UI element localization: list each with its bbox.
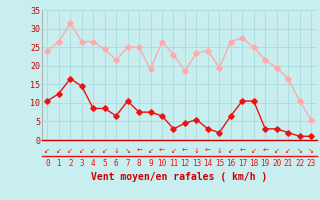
Text: 14: 14 — [203, 160, 212, 168]
Text: ↙: ↙ — [44, 148, 50, 154]
Text: ↙: ↙ — [90, 148, 96, 154]
Text: 17: 17 — [238, 160, 247, 168]
Text: 4: 4 — [91, 160, 95, 168]
Text: 19: 19 — [260, 160, 270, 168]
Text: 18: 18 — [249, 160, 258, 168]
Text: 1: 1 — [57, 160, 61, 168]
Text: 6: 6 — [114, 160, 118, 168]
Text: 13: 13 — [192, 160, 201, 168]
Text: 2: 2 — [68, 160, 73, 168]
Text: ↙: ↙ — [171, 148, 176, 154]
Text: ↙: ↙ — [56, 148, 62, 154]
Text: ↘: ↘ — [308, 148, 314, 154]
Text: ←: ← — [136, 148, 142, 154]
Text: 15: 15 — [215, 160, 224, 168]
Text: ↓: ↓ — [194, 148, 199, 154]
Text: ↓: ↓ — [216, 148, 222, 154]
Text: 0: 0 — [45, 160, 50, 168]
Text: ←: ← — [159, 148, 165, 154]
Text: 21: 21 — [284, 160, 293, 168]
Text: 20: 20 — [272, 160, 281, 168]
Text: 9: 9 — [148, 160, 153, 168]
Text: 16: 16 — [226, 160, 236, 168]
Text: ↙: ↙ — [148, 148, 154, 154]
Text: ↘: ↘ — [297, 148, 302, 154]
Text: ←: ← — [182, 148, 188, 154]
Text: ←: ← — [205, 148, 211, 154]
Text: Vent moyen/en rafales ( km/h ): Vent moyen/en rafales ( km/h ) — [91, 172, 267, 182]
Text: ↙: ↙ — [228, 148, 234, 154]
Text: 12: 12 — [180, 160, 189, 168]
Text: ←: ← — [239, 148, 245, 154]
Text: ↙: ↙ — [274, 148, 280, 154]
Text: 11: 11 — [169, 160, 178, 168]
Text: ↙: ↙ — [285, 148, 291, 154]
Text: 10: 10 — [157, 160, 167, 168]
Text: ↙: ↙ — [251, 148, 257, 154]
Text: ↙: ↙ — [102, 148, 108, 154]
Text: 8: 8 — [137, 160, 141, 168]
Text: ↙: ↙ — [67, 148, 73, 154]
Text: ↘: ↘ — [125, 148, 131, 154]
Text: 3: 3 — [79, 160, 84, 168]
Text: 23: 23 — [307, 160, 316, 168]
Text: 22: 22 — [295, 160, 304, 168]
Text: 7: 7 — [125, 160, 130, 168]
Text: ↓: ↓ — [113, 148, 119, 154]
Text: 5: 5 — [102, 160, 107, 168]
Text: ←: ← — [262, 148, 268, 154]
Text: ↙: ↙ — [79, 148, 85, 154]
